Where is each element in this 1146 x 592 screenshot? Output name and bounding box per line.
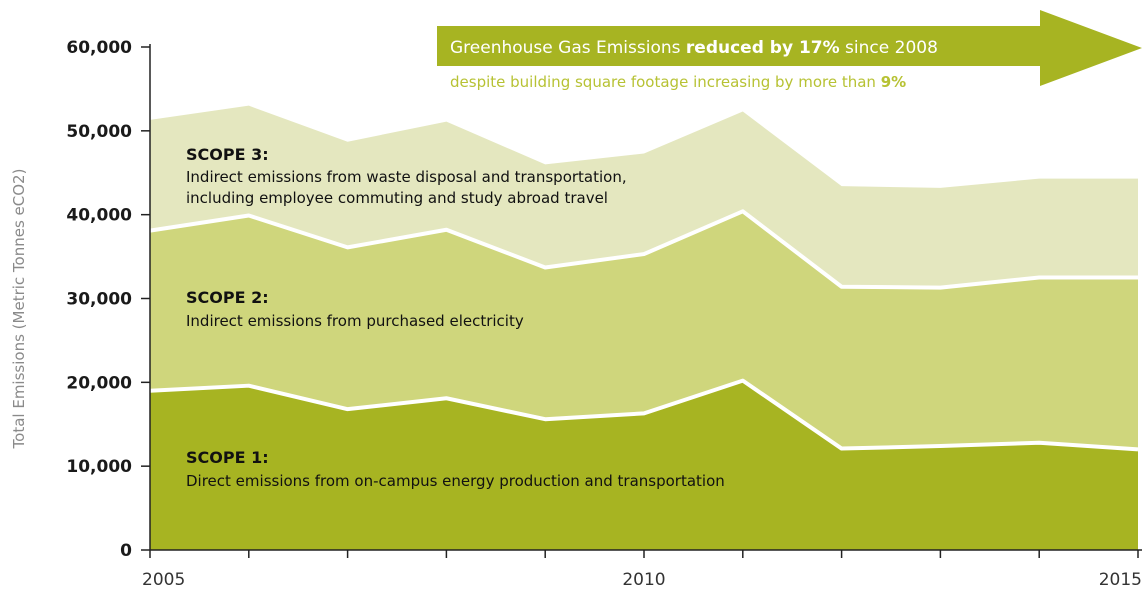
scope-3-description: including employee commuting and study a… <box>186 189 608 207</box>
y-tick-label: 10,000 <box>66 457 132 477</box>
series-boundaries <box>149 209 1139 452</box>
scope-1-title: SCOPE 1: <box>186 448 269 467</box>
scope-2-description: Indirect emissions from purchased electr… <box>186 312 524 330</box>
annotation-banner: Greenhouse Gas Emissions reduced by 17% … <box>437 10 1142 91</box>
scope-1-description: Direct emissions from on-campus energy p… <box>186 472 725 490</box>
y-tick-label: 50,000 <box>66 122 132 142</box>
y-tick-label: 30,000 <box>66 290 132 310</box>
banner-subline: despite building square footage increasi… <box>450 73 906 91</box>
x-tick-labels: 2005 2010 2015 <box>142 570 1142 590</box>
stacked-areas <box>150 105 1138 550</box>
boundary-line-2 <box>149 209 1138 290</box>
banner-headline: Greenhouse Gas Emissions reduced by 17% … <box>450 38 938 58</box>
scope-3-description: Indirect emissions from waste disposal a… <box>186 168 627 186</box>
y-axis-label: Total Emissions (Metric Tonnes eCO2) <box>10 169 28 450</box>
banner-arrow <box>437 10 1142 86</box>
scope-labels: SCOPE 3: Indirect emissions from waste di… <box>186 145 725 490</box>
y-tick-labels: 0 10,000 20,000 30,000 40,000 50,000 60,000 <box>66 38 132 561</box>
area-scope-1 <box>150 380 1138 550</box>
boundary-line-1 <box>149 378 1139 452</box>
x-tick-label: 2010 <box>622 570 665 590</box>
scope-3-title: SCOPE 3: <box>186 145 269 164</box>
scope-2-title: SCOPE 2: <box>186 288 269 307</box>
axes <box>141 44 1142 558</box>
area-scope-2 <box>150 211 1138 450</box>
area-scope-3 <box>150 105 1138 288</box>
x-tick-label: 2005 <box>142 570 185 590</box>
x-tick-label: 2015 <box>1099 570 1142 590</box>
y-tick-label: 0 <box>120 541 132 561</box>
y-tick-label: 20,000 <box>66 373 132 393</box>
y-tick-label: 40,000 <box>66 206 132 226</box>
y-tick-label: 60,000 <box>66 38 132 58</box>
